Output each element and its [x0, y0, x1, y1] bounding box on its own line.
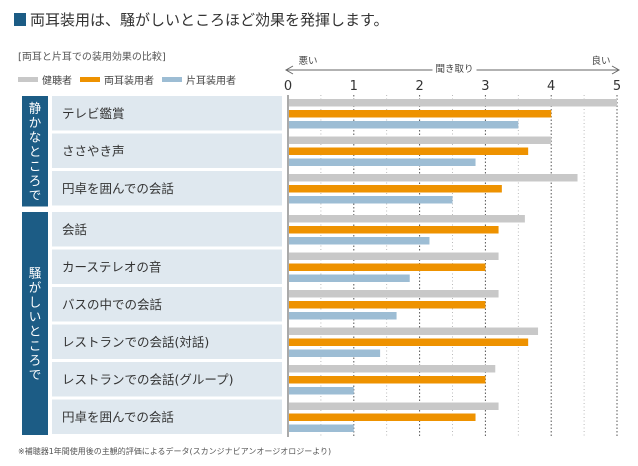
tick-label-5: 5: [613, 79, 621, 94]
category-label-4: カーステレオの音: [62, 259, 161, 274]
legend-swatch-binaural: [80, 77, 100, 82]
bar-healthy-1: [289, 136, 552, 144]
category-label-0: テレビ鑑賞: [62, 106, 125, 121]
bar-healthy-3: [289, 215, 525, 223]
footnote: ※補聴器1年間使用後の主観的評価によるデータ(スカンジナビアンオージオロジーより…: [18, 447, 332, 456]
bar-binaural-7: [289, 376, 486, 384]
bar-binaural-8: [289, 413, 476, 421]
axis-arrow-head-right: [611, 65, 621, 75]
bar-monaural-7: [289, 387, 354, 395]
group-bar-1: [22, 212, 48, 435]
group-bar-0: [22, 96, 48, 207]
bar-binaural-6: [289, 338, 529, 346]
row-bg-8: [52, 399, 282, 434]
legend-label-monaural: 片耳装用者: [186, 76, 236, 87]
row-bg-3: [52, 212, 282, 247]
tick-label-4: 4: [547, 79, 555, 94]
category-label-6: レストランでの会話(対話): [62, 334, 209, 349]
bar-monaural-4: [289, 274, 410, 282]
title-square: [14, 13, 26, 26]
bar-binaural-5: [289, 301, 486, 309]
legend-swatch-monaural: [162, 77, 182, 82]
axis-label-center: 聞き取り: [435, 64, 473, 75]
bar-monaural-3: [289, 237, 430, 245]
tick-label-1: 1: [350, 79, 358, 94]
category-label-2: 円卓を囲んでの会話: [62, 181, 174, 196]
category-label-5: バスの中での会話: [62, 297, 162, 312]
page-title: 両耳装用は、騒がしいところほど効果を発揮します。: [30, 11, 389, 29]
group-label-1: 騒がしいところで: [29, 266, 42, 383]
legend-label-binaural: 両耳装用者: [104, 76, 154, 87]
category-label-1: ささやき声: [62, 143, 125, 158]
bar-monaural-2: [289, 196, 453, 204]
bar-healthy-6: [289, 327, 539, 335]
row-bg-5: [52, 287, 282, 322]
axis-label-bad: 悪い: [298, 56, 317, 67]
bar-healthy-8: [289, 402, 499, 410]
row-bg-1: [52, 133, 282, 168]
legend-item-monaural: 片耳装用者: [162, 72, 236, 87]
bar-healthy-7: [289, 365, 496, 373]
legend-swatch-healthy: [18, 77, 38, 82]
row-bg-7: [52, 362, 282, 397]
bar-binaural-3: [289, 226, 499, 234]
legend-item-binaural: 両耳装用者: [80, 72, 154, 87]
bar-binaural-4: [289, 263, 486, 271]
bar-binaural-2: [289, 185, 502, 193]
legend: 健聴者 両耳装用者 片耳装用者: [18, 72, 244, 87]
bar-monaural-0: [289, 121, 519, 129]
tick-label-2: 2: [415, 79, 423, 94]
chart-subtitle: [両耳と片耳での装用効果の比較]: [18, 52, 166, 63]
bar-binaural-1: [289, 147, 529, 155]
bar-healthy-4: [289, 252, 499, 260]
category-label-3: 会話: [62, 222, 87, 237]
bar-monaural-6: [289, 349, 381, 357]
axis-label-good: 良い: [591, 55, 610, 67]
axis-arrow-head-left: [284, 65, 294, 75]
category-label-8: 円卓を囲んでの会話: [62, 409, 174, 424]
bar-monaural-5: [289, 312, 397, 320]
row-bg-6: [52, 324, 282, 359]
bar-monaural-1: [289, 158, 476, 166]
row-bg-2: [52, 171, 282, 206]
tick-label-3: 3: [481, 79, 489, 94]
bar-binaural-0: [289, 110, 552, 118]
bar-monaural-8: [289, 424, 354, 432]
legend-label-healthy: 健聴者: [42, 76, 72, 87]
row-bg-0: [52, 96, 282, 131]
bar-healthy-0: [289, 99, 617, 107]
bar-healthy-5: [289, 290, 499, 298]
category-label-7: レストランでの会話(グループ): [62, 372, 234, 387]
row-bg-4: [52, 249, 282, 284]
legend-item-healthy: 健聴者: [18, 72, 72, 87]
tick-label-0: 0: [284, 79, 292, 94]
bar-healthy-2: [289, 174, 578, 182]
group-label-0: 静かなところで: [29, 101, 42, 203]
